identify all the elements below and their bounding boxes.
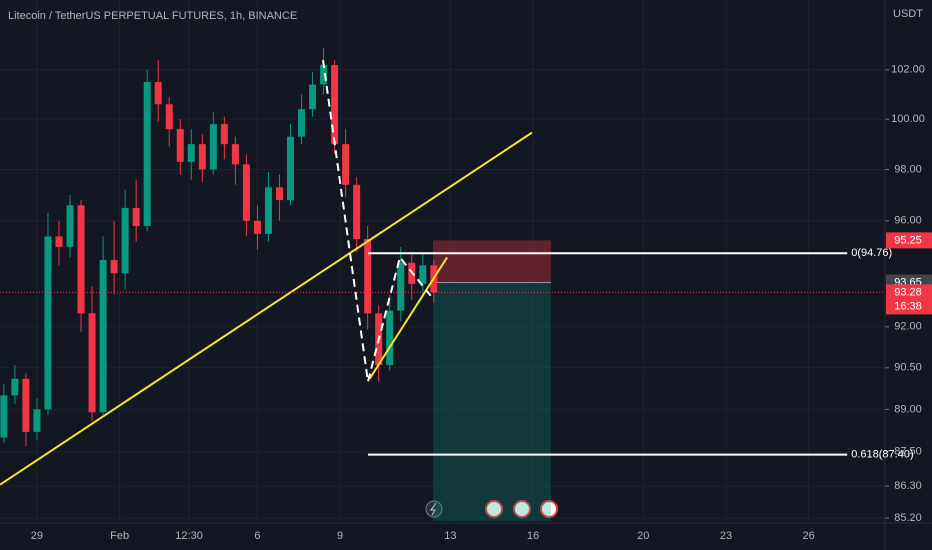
fib-label: 0.618(87.40) (851, 448, 913, 460)
candle-body (264, 187, 272, 234)
candle-body (55, 236, 63, 247)
candle-body (165, 104, 173, 130)
last-price-label-box (886, 284, 932, 315)
y-tick-label: 96.00 (894, 215, 922, 227)
plot-layer (0, 0, 885, 521)
y-tick-label: 102.00 (891, 64, 925, 76)
flag-icon[interactable] (540, 500, 558, 518)
last-price-label: 93.28 (894, 286, 922, 298)
y-tick-label: 100.00 (891, 113, 925, 125)
x-tick-label: 12:30 (175, 530, 203, 542)
chart-title: Litecoin / TetherUS PERPETUAL FUTURES, 1… (8, 10, 297, 22)
candle-body (99, 260, 107, 413)
candle-body (110, 260, 118, 274)
candle-body (253, 220, 261, 234)
candle-body (242, 164, 250, 221)
x-tick-label: 26 (803, 530, 815, 542)
lightning (430, 502, 437, 516)
candle-body (44, 236, 52, 410)
x-tick-label: 9 (337, 530, 343, 542)
x-tick-label: Feb (110, 530, 129, 542)
candle-body (121, 207, 129, 274)
countdown: 16:38 (894, 300, 922, 312)
zigzag-line (322, 59, 433, 382)
x-tick-label: 23 (720, 530, 732, 542)
candle-body (143, 82, 151, 227)
candle-body (353, 184, 361, 240)
x-tick-label: 29 (31, 530, 43, 542)
trendline (0, 131, 533, 486)
candle-body (342, 144, 350, 185)
target-zone (432, 282, 551, 521)
candle-body (419, 265, 427, 284)
flag-icon[interactable] (513, 500, 531, 518)
candle-body (331, 64, 339, 145)
flag-icon[interactable] (485, 500, 503, 518)
stop-zone (432, 240, 551, 283)
candle-body (397, 262, 405, 311)
y-tick-label: 98.00 (894, 163, 922, 175)
stop-price-label-box (886, 232, 932, 249)
candle-body (154, 82, 162, 105)
candle-body (364, 239, 372, 314)
candle-body (77, 205, 85, 314)
event-icon[interactable] (425, 500, 443, 518)
event-icons (425, 500, 558, 518)
candle-body (198, 144, 206, 170)
x-tick-label: 16 (527, 530, 539, 542)
candle-body (22, 378, 30, 432)
candle-body (187, 144, 195, 162)
y-tick-label: 86.30 (894, 480, 922, 492)
y-tick-label: 90.50 (894, 362, 922, 374)
candle-body (275, 187, 283, 201)
candle-body (286, 136, 294, 201)
candle-body (298, 109, 306, 137)
candle-body (11, 378, 19, 396)
y-tick-label: 85.20 (894, 512, 922, 524)
stop-price-label: 95.25 (894, 234, 922, 246)
candle-body (220, 124, 228, 145)
candle-body (309, 84, 317, 110)
y-tick-label: 87.50 (894, 446, 922, 458)
candle-body (0, 395, 8, 438)
candle-body (386, 310, 394, 366)
currency-label: USDT (893, 8, 923, 20)
x-tick-label: 6 (254, 530, 260, 542)
candle-body (33, 409, 41, 432)
candle-body (66, 205, 74, 247)
candle-body (231, 144, 239, 165)
candle-body (320, 64, 328, 85)
y-tick-label: 89.00 (894, 403, 922, 415)
x-tick-label: 20 (637, 530, 649, 542)
x-tick-label: 13 (444, 530, 456, 542)
candle-body (209, 124, 217, 170)
candle-body (176, 129, 184, 162)
candle-body (132, 207, 140, 227)
y-tick-label: 92.00 (894, 321, 922, 333)
candle-body (88, 313, 96, 413)
fib-label: 0(94.76) (851, 247, 892, 259)
wedge-line (368, 256, 448, 380)
